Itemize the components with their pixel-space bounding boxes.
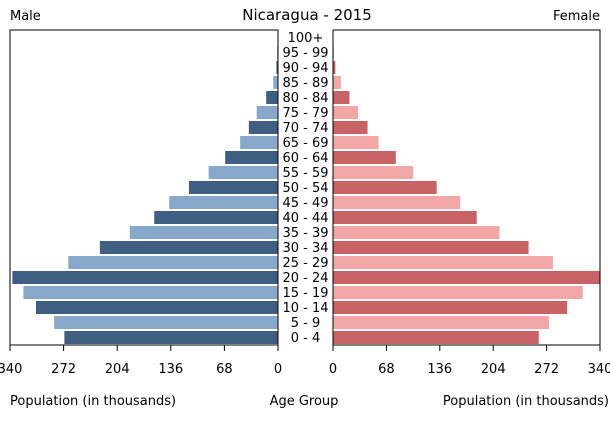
female-bar	[333, 301, 568, 314]
age-group-label: 30 - 34	[282, 241, 328, 256]
male-bar	[256, 106, 278, 119]
age-group-label: 40 - 44	[282, 211, 328, 226]
male-plot-frame	[9, 29, 279, 346]
age-group-label: 20 - 24	[282, 271, 328, 286]
female-bar	[333, 151, 396, 164]
female-x-axis-label: Population (in thousands)	[443, 394, 609, 409]
male-bar	[208, 166, 278, 179]
female-bar	[333, 181, 437, 194]
age-group-label: 0 - 4	[291, 331, 321, 346]
female-x-tick-label: 204	[481, 362, 506, 377]
male-x-axis: 0 68 136 204 272 340	[0, 345, 282, 377]
male-bar	[273, 76, 278, 89]
female-bar	[333, 196, 461, 209]
female-x-tick-label: 340	[588, 362, 610, 377]
age-group-label: 65 - 69	[282, 136, 328, 151]
age-group-label: 60 - 64	[282, 151, 328, 166]
age-group-label: 45 - 49	[282, 196, 328, 211]
male-bar	[276, 61, 278, 74]
female-bar	[333, 226, 500, 239]
male-bar	[266, 91, 278, 104]
male-x-axis-label: Population (in thousands)	[10, 394, 176, 409]
age-group-label: 50 - 54	[282, 181, 328, 196]
age-group-label: 75 - 79	[282, 106, 328, 121]
female-x-tick-label: 136	[427, 362, 452, 377]
female-bar	[333, 121, 368, 134]
male-bar	[169, 196, 278, 209]
male-bar	[54, 316, 279, 329]
male-bar	[129, 226, 278, 239]
male-x-tick-label: 272	[51, 362, 76, 377]
male-bar	[248, 121, 278, 134]
female-label: Female	[553, 9, 600, 24]
male-x-tick-label: 340	[0, 362, 22, 377]
age-group-label: 95 - 99	[282, 46, 328, 61]
male-x-tick-label: 0	[274, 362, 282, 377]
female-bar	[333, 211, 477, 224]
chart-title: Nicaragua - 2015	[242, 6, 372, 24]
age-group-label: 70 - 74	[282, 121, 328, 136]
female-x-tick-label: 272	[534, 362, 559, 377]
female-bar	[333, 166, 414, 179]
female-x-tick-label: 68	[378, 362, 395, 377]
age-group-label: 25 - 29	[282, 256, 328, 271]
age-group-label: 5 - 9	[291, 316, 321, 331]
age-group-label: 10 - 14	[282, 301, 328, 316]
male-x-tick-label: 68	[216, 362, 233, 377]
male-bar	[64, 331, 278, 344]
age-group-axis-label: Age Group	[270, 394, 339, 409]
age-group-label: 15 - 19	[282, 286, 328, 301]
female-plot-frame	[332, 29, 601, 346]
female-bar	[333, 316, 549, 329]
female-x-tick-label: 0	[329, 362, 337, 377]
male-x-tick-label: 204	[105, 362, 130, 377]
female-bar	[333, 136, 379, 149]
male-x-tick-label: 136	[158, 362, 183, 377]
male-bar	[225, 151, 278, 164]
female-x-axis: 0 68 136 204 272 340	[329, 345, 610, 377]
male-label: Male	[10, 9, 41, 24]
age-group-label: 85 - 89	[282, 76, 328, 91]
female-bar	[333, 286, 583, 299]
age-group-label: 35 - 39	[282, 226, 328, 241]
age-group-label: 90 - 94	[282, 61, 328, 76]
male-bar	[154, 211, 278, 224]
female-bars	[333, 31, 600, 344]
male-bar	[188, 181, 278, 194]
female-bar	[333, 61, 336, 74]
male-bar	[12, 271, 278, 284]
male-bar	[99, 241, 278, 254]
male-bar	[68, 256, 279, 269]
male-bar	[240, 136, 278, 149]
male-bar	[36, 301, 278, 314]
age-group-label: 100+	[288, 31, 324, 46]
age-group-label: 80 - 84	[282, 91, 328, 106]
male-bar	[23, 286, 279, 299]
female-bar	[333, 271, 600, 284]
female-bar	[333, 106, 359, 119]
female-bar	[333, 256, 553, 269]
female-bar	[333, 76, 341, 89]
female-bar	[333, 331, 539, 344]
male-bars	[12, 31, 279, 344]
age-group-label: 55 - 59	[282, 166, 328, 181]
female-bar	[333, 91, 350, 104]
female-bar	[333, 241, 529, 254]
